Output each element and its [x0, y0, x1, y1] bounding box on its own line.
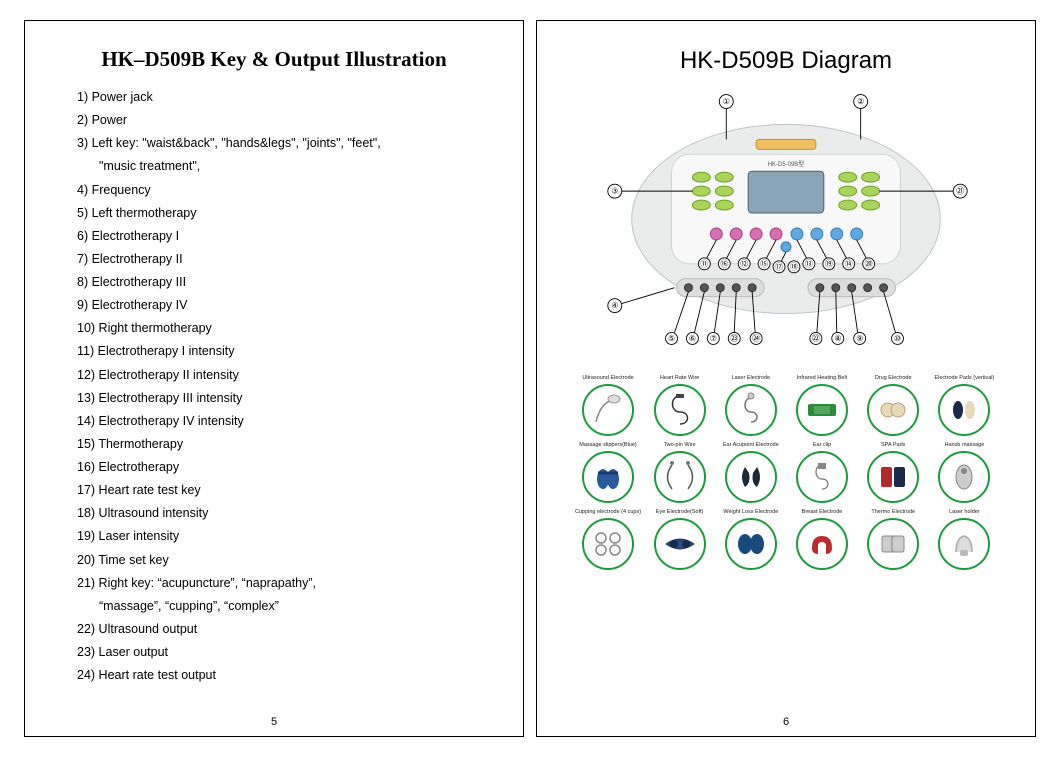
- svg-text:⑬: ⑬: [805, 259, 813, 268]
- svg-text:⑲: ⑲: [825, 259, 833, 268]
- svg-text:⑤: ⑤: [668, 334, 675, 343]
- list-item: 11) Electrotherapy I intensity: [77, 340, 493, 363]
- list-item: 2) Power: [77, 109, 493, 132]
- list-item: 21) Right key: “acupuncture”, “naprapath…: [77, 572, 493, 595]
- list-item: 17) Heart rate test key: [77, 479, 493, 502]
- laser-electrode-icon: [725, 384, 777, 436]
- accessory-item: Thermo Electrode: [861, 509, 926, 570]
- list-item: 9) Electrotherapy IV: [77, 294, 493, 317]
- list-item: 20) Time set key: [77, 549, 493, 572]
- page-number: 5: [25, 716, 523, 728]
- list-item: 13) Electrotherapy III intensity: [77, 387, 493, 410]
- ear-clip-icon: [796, 451, 848, 503]
- thermo-electrode-icon: [867, 518, 919, 570]
- svg-text:⑯: ⑯: [720, 259, 728, 268]
- list-item: 6) Electrotherapy I: [77, 225, 493, 248]
- accessory-item: Eye Electrode(Soft): [647, 509, 712, 570]
- list-item: 18) Ultrasound intensity: [77, 502, 493, 525]
- ear-acupoint-icon: [725, 451, 777, 503]
- accessories-grid: Ultrasound Electrode Heart Rate Wire Las…: [567, 375, 1005, 570]
- svg-text:⑮: ⑮: [760, 259, 768, 268]
- list-item-continuation: “massage”, “cupping”, “complex”: [77, 595, 493, 618]
- list-item: 1) Power jack: [77, 86, 493, 109]
- svg-text:④: ④: [611, 301, 618, 310]
- two-pin-wire-icon: [654, 451, 706, 503]
- svg-text:㉒: ㉒: [812, 334, 820, 343]
- accessory-item: Ultrasound Electrode: [575, 375, 641, 436]
- infrared-belt-icon: [796, 384, 848, 436]
- list-item: 14) Electrotherapy IV intensity: [77, 410, 493, 433]
- accessory-item: Infrared Heating Belt: [789, 375, 854, 436]
- accessory-item: Two-pin Wire: [647, 442, 712, 503]
- page-title: HK–D509B Key & Output Illustration: [55, 47, 493, 72]
- accessory-item: Drug Electrode: [861, 375, 926, 436]
- accessory-item: Electrode Pads (vertical): [932, 375, 997, 436]
- page-6: HK-D509B Diagram HK-D5-09B型: [536, 20, 1036, 737]
- hands-massage-icon: [938, 451, 990, 503]
- list-item: 23) Laser output: [77, 641, 493, 664]
- svg-text:⑩: ⑩: [894, 334, 901, 343]
- list-item: 8) Electrotherapy III: [77, 271, 493, 294]
- spa-pads-icon: [867, 451, 919, 503]
- ultrasound-electrode-icon: [582, 384, 634, 436]
- svg-text:⑱: ⑱: [790, 262, 798, 271]
- weight-loss-electrode-icon: [725, 518, 777, 570]
- cupping-electrode-icon: [582, 518, 634, 570]
- accessory-item: Laser holder: [932, 509, 997, 570]
- list-item: 5) Left thermotherapy: [77, 202, 493, 225]
- list-item: 3) Left key: "waist&back", "hands&legs",…: [77, 132, 493, 155]
- eye-electrode-icon: [654, 518, 706, 570]
- accessory-item: Hands massage: [932, 442, 997, 503]
- svg-text:②: ②: [857, 97, 864, 106]
- accessory-item: Breast Electrode: [789, 509, 854, 570]
- svg-text:⑥: ⑥: [689, 334, 696, 343]
- electrode-pads-icon: [938, 384, 990, 436]
- svg-text:⑧: ⑧: [834, 334, 841, 343]
- drug-electrode-icon: [867, 384, 919, 436]
- accessory-item: SPA Pads: [861, 442, 926, 503]
- svg-text:⑨: ⑨: [856, 334, 863, 343]
- list-item-continuation: "music treatment",: [77, 155, 493, 178]
- accessory-item: Ear Acupoint Electrode: [718, 442, 783, 503]
- accessory-item: Laser Electrode: [718, 375, 783, 436]
- laser-holder-icon: [938, 518, 990, 570]
- list-item: 16) Electrotherapy: [77, 456, 493, 479]
- page-5: HK–D509B Key & Output Illustration 1) Po…: [24, 20, 524, 737]
- svg-text:③: ③: [611, 187, 618, 196]
- massage-slippers-icon: [582, 451, 634, 503]
- svg-text:⑪: ⑪: [700, 259, 708, 268]
- svg-text:⑳: ⑳: [865, 259, 873, 268]
- svg-text:⑭: ⑭: [845, 259, 853, 268]
- svg-text:㉓: ㉓: [730, 334, 738, 343]
- accessory-item: Ear clip: [789, 442, 854, 503]
- page-title: HK-D509B Diagram: [567, 47, 1005, 75]
- list-item: 19) Laser intensity: [77, 525, 493, 548]
- list-item: 22) Ultrasound output: [77, 618, 493, 641]
- list-item: 7) Electrotherapy II: [77, 248, 493, 271]
- accessory-item: Heart Rate Wire: [647, 375, 712, 436]
- list-item: 12) Electrotherapy II intensity: [77, 364, 493, 387]
- accessory-item: Massage slippers(Blue): [575, 442, 641, 503]
- breast-electrode-icon: [796, 518, 848, 570]
- heart-rate-wire-icon: [654, 384, 706, 436]
- accessory-item: Cupping electrode (4 cups): [575, 509, 641, 570]
- svg-text:⑰: ⑰: [775, 262, 783, 271]
- device-model-label: HK-D5-09B型: [768, 160, 805, 168]
- list-item: 24) Heart rate test output: [77, 664, 493, 687]
- svg-text:①: ①: [723, 97, 730, 106]
- svg-text:㉑: ㉑: [956, 187, 964, 196]
- device-diagram: HK-D5-09B型: [567, 89, 1005, 349]
- list-item: 15) Thermotherapy: [77, 433, 493, 456]
- list-item: 10) Right thermotherapy: [77, 317, 493, 340]
- svg-text:⑫: ⑫: [740, 259, 748, 268]
- list-item: 4) Frequency: [77, 179, 493, 202]
- accessory-item: Weight Loss Electrode: [718, 509, 783, 570]
- svg-text:㉔: ㉔: [752, 334, 760, 343]
- key-output-list: 1) Power jack 2) Power 3) Left key: "wai…: [55, 86, 493, 687]
- svg-text:⑦: ⑦: [710, 334, 717, 343]
- page-number: 6: [537, 716, 1035, 728]
